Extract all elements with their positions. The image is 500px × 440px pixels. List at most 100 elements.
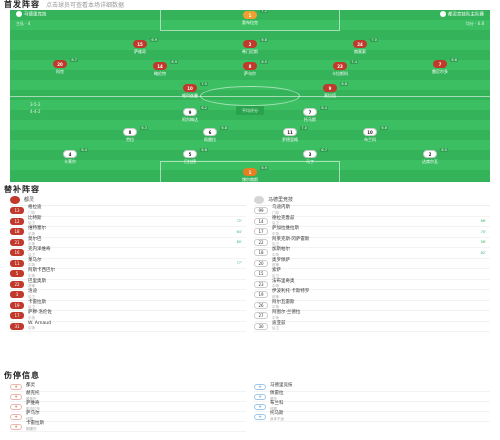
sub-name: 莱马尔 <box>28 257 42 263</box>
sub-row[interactable]: 26 阿尔瓦雷斯 中场 <box>254 299 490 311</box>
sub-info: 比特斯 后卫 <box>28 216 42 226</box>
sub-position: 中场 <box>272 284 279 289</box>
jersey-number: 24 <box>353 40 367 48</box>
away-player[interactable]: 1 6.9 博尔赫斯 <box>230 166 270 182</box>
away-player[interactable]: 5 6.6 巴拉德 <box>170 148 210 165</box>
jersey-number: 10 <box>183 84 197 92</box>
sub-row[interactable]: 3 洛迪 后卫 <box>10 290 246 301</box>
home-subs-list: 都灵 13 格拉迪 门将 12 比特斯 后卫 72' 18 维特塞尔 中场 64' 21 莫尔巴 中场 80… <box>10 194 246 364</box>
injury-row[interactable]: + 赫克托 膝盖伤 <box>10 391 246 402</box>
sub-name: 索萨 <box>272 268 281 274</box>
sub-info: 萨穆·洛伦佐 中场 <box>28 311 52 320</box>
sub-row[interactable]: 18 维特塞尔 中场 64' <box>10 227 246 238</box>
sub-row[interactable]: 22 阿莱克斯·冈萨雷斯 后卫 58' <box>254 237 490 248</box>
sub-position: 中场 <box>28 273 35 278</box>
injury-info: 都灵 <box>26 384 35 389</box>
injury-row[interactable]: + 萨维奇 肌肉拉伤 <box>10 401 246 412</box>
sub-position: 后卫 <box>28 252 35 257</box>
away-subs-header: 马德里竞技 <box>254 194 490 206</box>
sub-position: 后卫 <box>28 305 35 310</box>
sub-row[interactable]: 23 法布里奇奥 中场 <box>254 279 490 290</box>
sub-number: 14 <box>254 217 268 225</box>
home-player[interactable]: 1 7.2 奥布拉克 <box>230 10 270 26</box>
sub-row[interactable]: 15 索萨 后卫 <box>254 269 490 280</box>
sub-number: 15 <box>254 270 268 278</box>
sub-name: 卡雷拉斯 <box>28 299 46 305</box>
home-player[interactable]: 10 7.5 格列兹曼 <box>170 82 210 99</box>
sub-row[interactable]: 11 莱马尔 中场 77' <box>10 257 246 269</box>
away-player[interactable]: 9 6.2 阿尔梅达 <box>170 106 210 123</box>
sub-info: 阿莱克斯·冈萨雷斯 后卫 <box>272 237 309 247</box>
sub-info: W. Arnaud 中场 <box>28 320 51 331</box>
home-player[interactable]: 8 6.5 萨乌尔 <box>230 60 270 77</box>
sub-row[interactable]: 99 乌迪内斯 门将 <box>254 206 490 217</box>
player-name: 略伦特 <box>154 71 166 76</box>
sub-row[interactable]: 19 卡雷拉斯 后卫 <box>10 299 246 311</box>
sub-row[interactable]: 12 比特斯 后卫 72' <box>10 216 246 227</box>
away-subs-team: 马德里竞技 <box>268 197 294 203</box>
sub-row[interactable]: 20 奥罗佩萨 前锋 <box>254 258 490 269</box>
away-player[interactable]: 7 6.4 托马斯 <box>290 106 330 123</box>
away-player[interactable]: 8 6.3 劳拉 <box>110 126 150 143</box>
away-player[interactable]: 6 6.8 佩雷拉 <box>190 126 230 143</box>
injury-info: 萨维奇 肌肉拉伤 <box>26 401 40 411</box>
sub-number: 26 <box>254 301 268 309</box>
jersey-number: 23 <box>333 62 347 70</box>
sub-row[interactable]: 17 萨穆·洛伦佐 中场 <box>10 311 246 322</box>
sub-row[interactable]: 31 W. Arnaud 中场 <box>10 320 246 332</box>
jersey-number: 7 <box>303 108 317 116</box>
home-player[interactable]: 2 6.8 希门尼斯 <box>230 38 270 55</box>
sub-position: 中场 <box>272 305 279 310</box>
jersey-number: 4 <box>63 150 77 158</box>
sub-name: 阿尔瓦雷斯 <box>272 299 295 305</box>
sub-row[interactable]: 18 加斯帕尔 中场 82' <box>254 248 490 259</box>
injury-row[interactable]: + 佩雷拉 膝伤 <box>254 391 490 402</box>
home-player[interactable]: 20 6.7 科克 <box>40 58 80 75</box>
player-name: 格列兹曼 <box>182 93 198 98</box>
page-subtitle: 点击球员可查看本场详细数据 <box>46 2 125 9</box>
home-player[interactable]: 9 6.8 莫拉塔 <box>310 82 350 99</box>
sub-position: 后卫 <box>272 273 279 278</box>
home-player[interactable]: 7 6.6 雷尼尔多 <box>420 58 460 75</box>
away-team-name[interactable]: 都灵竞技队主队赛 <box>440 10 484 17</box>
sub-row[interactable]: 19 伊波利托·卡斯特罗 前锋 <box>254 290 490 301</box>
sub-number: 30 <box>254 322 268 330</box>
jersey-number: 9 <box>323 84 337 92</box>
sub-row[interactable]: 21 莫尔巴 中场 80' <box>10 237 246 248</box>
away-player[interactable]: 4 6.4 卡莱尔 <box>50 148 90 165</box>
injury-row[interactable]: + 卡雷拉斯 脚踝伤 <box>10 421 246 432</box>
sub-name: 伊波利托·卡斯特罗 <box>272 289 310 295</box>
away-player[interactable]: 2 6.5 达席尔瓦 <box>410 148 450 165</box>
sub-row[interactable]: 22 巴里奥斯 前锋 <box>10 279 246 290</box>
away-player[interactable]: 3 6.7 马丁 <box>290 148 330 165</box>
injury-row[interactable]: + 马德里竞技 <box>254 382 490 392</box>
injury-icon: + <box>10 413 22 420</box>
injury-row[interactable]: + 托马斯 身体不适 <box>254 411 490 422</box>
sub-row[interactable]: 17 萨加拉维拉斯 中场 70' <box>254 227 490 238</box>
sub-number: 17 <box>10 312 24 320</box>
sub-info: 维特塞尔 中场 <box>28 227 46 236</box>
sub-row[interactable]: 30 迪亚兹 后卫 <box>254 321 490 332</box>
sub-number: 22 <box>10 280 24 288</box>
injury-row[interactable]: + 萨乌尔 停赛 <box>10 411 246 422</box>
away-player[interactable]: 10 6.6 布兰科 <box>350 126 390 143</box>
sub-row[interactable]: 27 阿图尔·兰德拉 中场 <box>254 311 490 322</box>
sub-row[interactable]: 13 格拉迪 门将 <box>10 206 246 217</box>
jersey-number: 1 <box>243 11 257 19</box>
home-player[interactable]: 24 7.0 赫莫索 <box>340 38 380 55</box>
sub-row[interactable]: 5 阿斯卡西巴尔 中场 <box>10 269 246 280</box>
sub-row[interactable]: 16 克内泽维奇 后卫 <box>10 248 246 259</box>
home-team-name[interactable]: 马德里竞技 <box>16 10 47 17</box>
home-player[interactable]: 15 6.9 萨维奇 <box>120 38 160 55</box>
injury-row[interactable]: + 布兰科 停赛 <box>254 401 490 412</box>
player-rating: 6.8 <box>220 126 228 130</box>
player-rating: 6.8 <box>340 82 348 86</box>
sub-name: W. Arnaud <box>28 320 51 326</box>
sub-row[interactable]: 14 德拉克鲁兹 后卫 66' <box>254 216 490 227</box>
injury-row[interactable]: + 都灵 <box>10 382 246 392</box>
home-player[interactable]: 23 7.4 卡拉斯科 <box>320 60 360 77</box>
injuries: + 都灵 + 赫克托 膝盖伤 + 萨维奇 肌肉拉伤 + 萨乌尔 停赛 + 卡雷拉斯 脚踝伤 + 马德里竞技 +… <box>10 382 490 438</box>
away-injury-list: + 马德里竞技 + 佩雷拉 膝伤 + 布兰科 停赛 + 托马斯 身体不适 <box>254 382 490 438</box>
away-player[interactable]: 11 7.0 罗德里格 <box>270 126 310 143</box>
home-player[interactable]: 14 6.9 略伦特 <box>140 60 180 77</box>
